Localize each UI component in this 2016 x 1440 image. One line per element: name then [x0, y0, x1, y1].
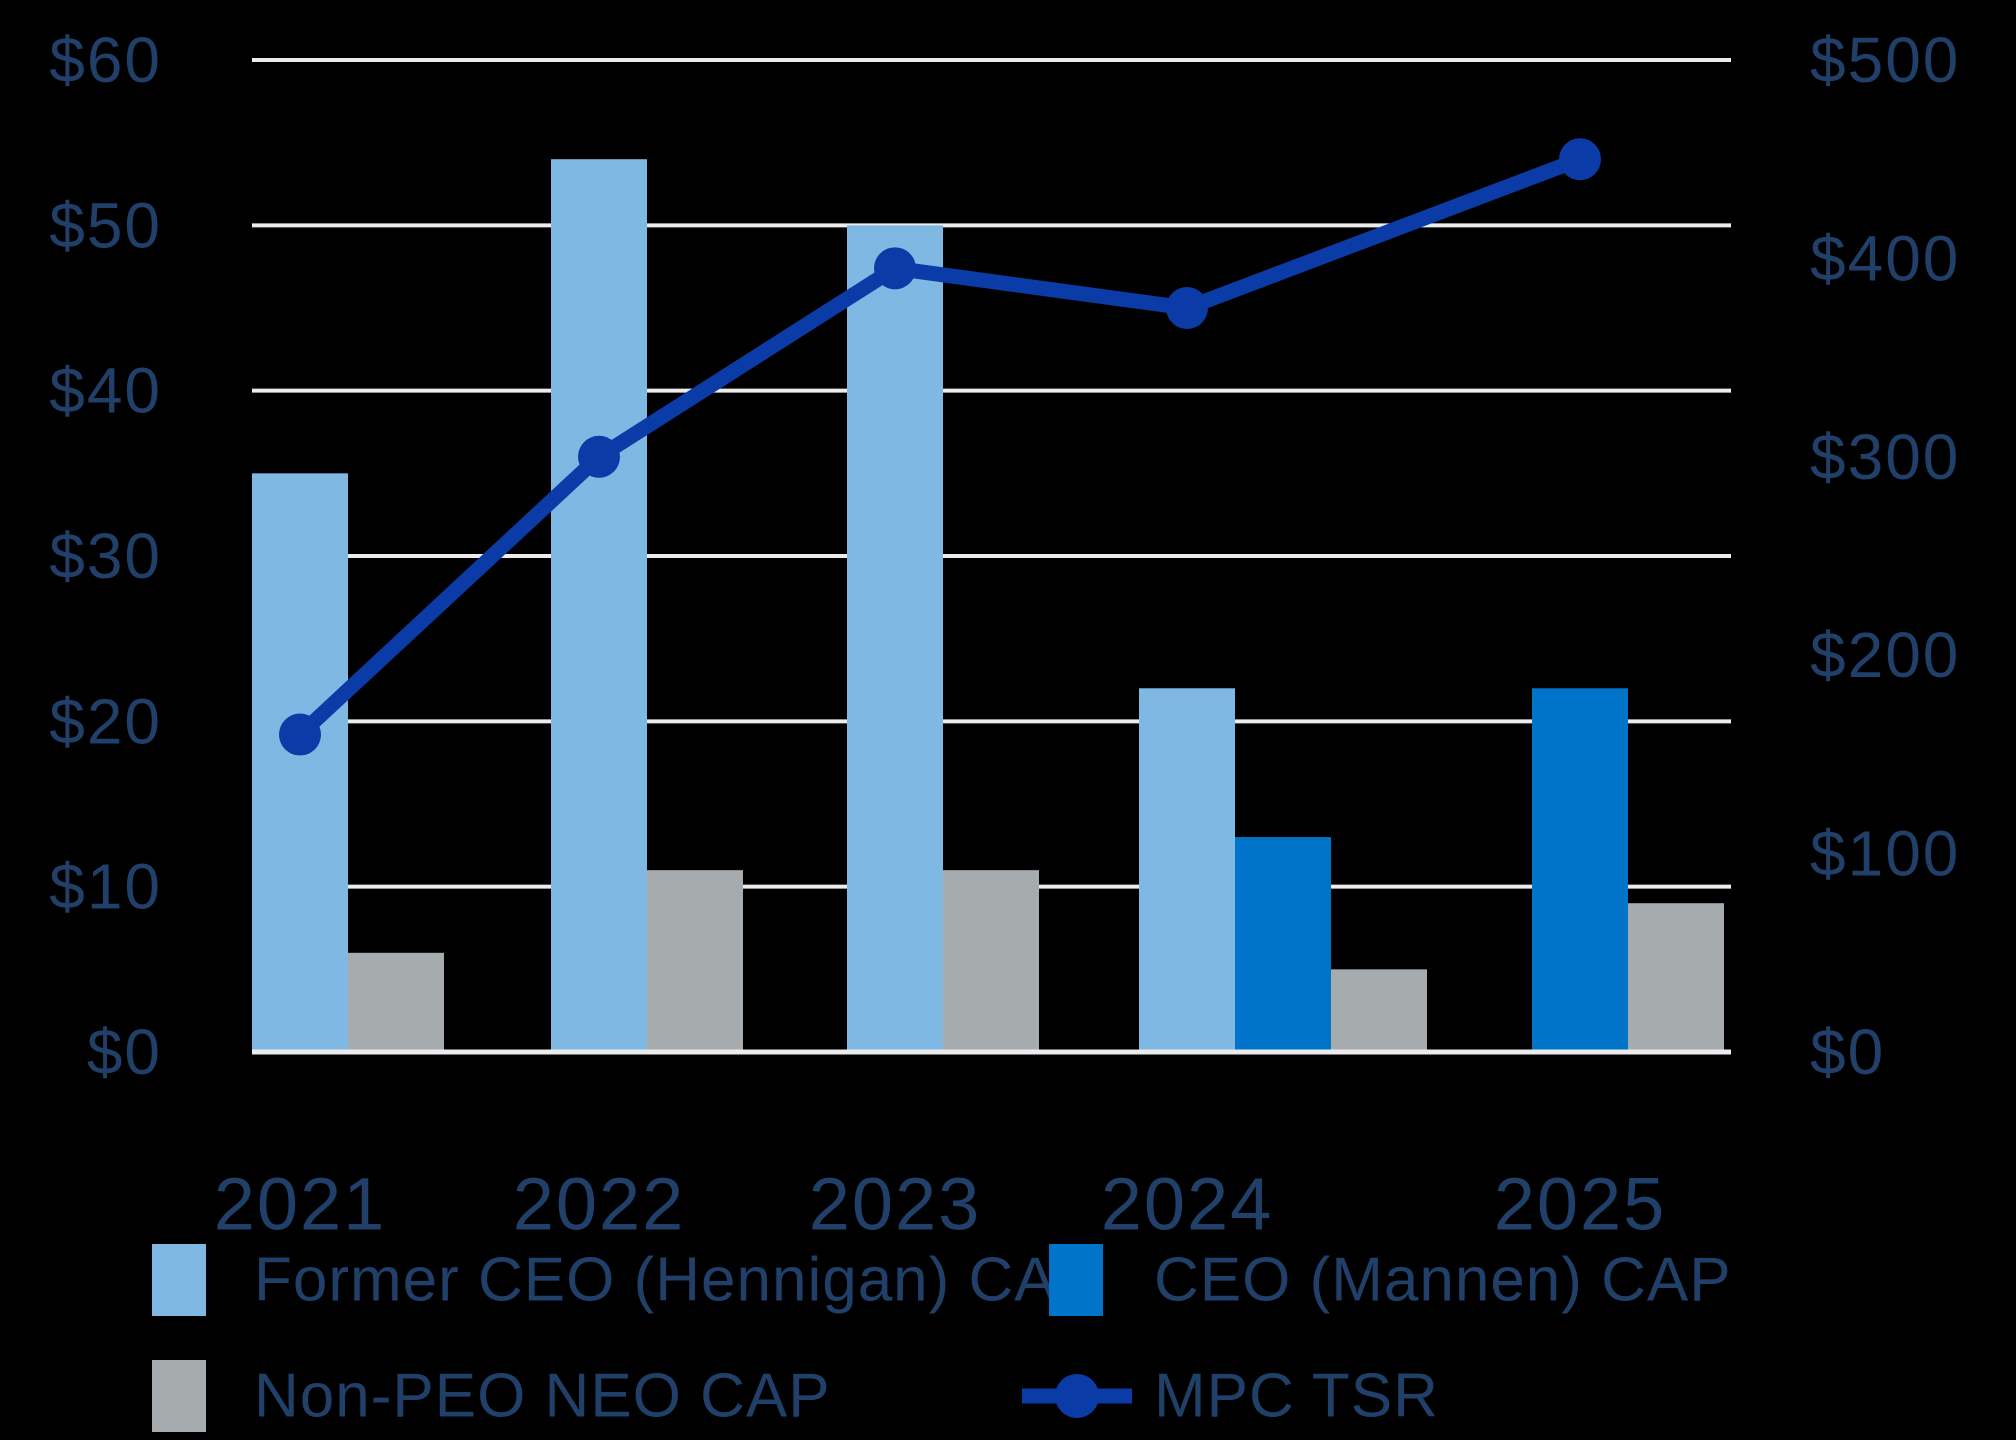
bar-non-peo-neo-cap-2021	[348, 952, 444, 1052]
bar-former-ceo-hennigan-cap-2022	[551, 159, 647, 1052]
legend-label-non-peo-neo-cap: Non-PEO NEO CAP	[254, 1362, 831, 1431]
right-tick-400: $400	[1810, 222, 1960, 294]
bars	[252, 159, 1724, 1053]
legend-item-former-ceo-hennigan-cap: Former CEO (Hennigan) CAP	[152, 1244, 1099, 1316]
bar-former-ceo-hennigan-cap-2023	[847, 225, 943, 1053]
year-label-2021: 2021	[214, 1163, 387, 1246]
year-label-2022: 2022	[513, 1163, 686, 1246]
left-tick-40: $40	[49, 355, 162, 427]
year-label-2025: 2025	[1494, 1163, 1667, 1246]
legend: Former CEO (Hennigan) CAP CEO (Mannen) CA…	[152, 1244, 1732, 1432]
right-tick-200: $200	[1810, 619, 1960, 691]
right-tick-100: $100	[1810, 818, 1960, 890]
right-axis-labels: $0 $100 $200 $300 $400 $500	[1810, 24, 1960, 1088]
year-label-2023: 2023	[809, 1163, 982, 1246]
legend-label-mpc-tsr: MPC TSR	[1154, 1362, 1439, 1431]
legend-label-ceo-mannen-cap: CEO (Mannen) CAP	[1154, 1246, 1732, 1315]
bar-non-peo-neo-cap-2022	[647, 870, 743, 1052]
bar-ceo-mannen-cap-2025	[1532, 688, 1628, 1052]
bar-non-peo-neo-cap-2024	[1331, 969, 1427, 1052]
tsr-marker-2024	[1166, 287, 1208, 329]
left-tick-60: $60	[49, 24, 162, 96]
right-tick-500: $500	[1810, 24, 1960, 96]
legend-swatch-non-peo-neo-cap	[152, 1360, 206, 1432]
legend-item-mpc-tsr: MPC TSR	[1022, 1362, 1439, 1431]
left-tick-20: $20	[49, 685, 162, 757]
legend-item-ceo-mannen-cap: CEO (Mannen) CAP	[1049, 1244, 1732, 1316]
bar-former-ceo-hennigan-cap-2021	[252, 473, 348, 1052]
legend-swatch-ceo-mannen-cap	[1049, 1244, 1103, 1316]
year-label-2024: 2024	[1101, 1163, 1274, 1246]
bar-non-peo-neo-cap-2023	[943, 870, 1039, 1052]
x-axis-labels: 2021 2022 2023 2024 2025	[214, 1163, 1667, 1246]
bar-ceo-mannen-cap-2024	[1235, 837, 1331, 1052]
bar-non-peo-neo-cap-2025	[1628, 903, 1724, 1052]
bar-former-ceo-hennigan-cap-2024	[1139, 688, 1235, 1052]
left-tick-50: $50	[49, 189, 162, 261]
legend-item-non-peo-neo-cap: Non-PEO NEO CAP	[152, 1360, 831, 1432]
legend-swatch-former-ceo-hennigan-cap	[152, 1244, 206, 1316]
right-tick-0: $0	[1810, 1016, 1885, 1088]
left-tick-10: $10	[49, 851, 162, 923]
right-tick-300: $300	[1810, 421, 1960, 493]
tsr-line-series	[279, 138, 1601, 756]
left-axis-labels: $0 $10 $20 $30 $40 $50 $60	[49, 24, 162, 1088]
tsr-marker-2021	[279, 713, 321, 756]
left-tick-0: $0	[87, 1016, 162, 1088]
tsr-marker-2022	[578, 435, 620, 478]
tsr-marker-2025	[1559, 138, 1601, 181]
tsr-marker-2023	[874, 247, 916, 290]
legend-label-former-ceo-hennigan-cap: Former CEO (Hennigan) CAP	[254, 1246, 1099, 1315]
legend-marker-mpc-tsr	[1055, 1374, 1099, 1418]
left-tick-30: $30	[49, 520, 162, 592]
